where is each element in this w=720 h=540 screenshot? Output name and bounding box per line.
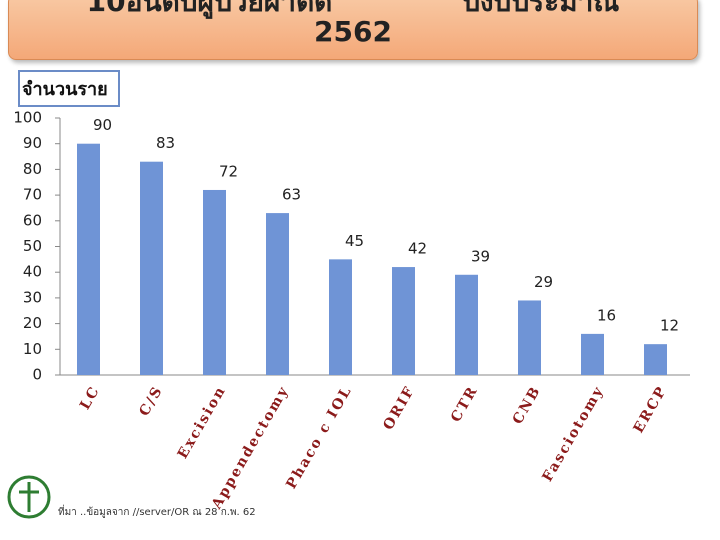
y-tick-label: 100 xyxy=(13,109,42,127)
x-tick-label: C/S xyxy=(136,383,166,419)
bar xyxy=(77,143,100,375)
data-label: 29 xyxy=(534,273,553,291)
y-tick-label: 30 xyxy=(23,288,42,306)
data-label: 63 xyxy=(282,186,301,204)
bar xyxy=(329,259,352,375)
x-tick-label: Fasciotomy xyxy=(540,383,608,485)
bar xyxy=(140,161,163,375)
logo-mark xyxy=(19,482,39,512)
x-tick-label: ERCP xyxy=(631,383,671,436)
bar xyxy=(581,333,604,375)
data-label: 39 xyxy=(471,247,490,265)
x-tick-label: Excision xyxy=(175,383,230,462)
chart-subtitle: 2562 xyxy=(314,15,392,48)
x-tick-label: ORIF xyxy=(380,383,418,433)
y-tick-label: 60 xyxy=(23,211,42,229)
y-tick-label: 40 xyxy=(23,263,42,281)
bar xyxy=(644,344,667,375)
y-tick-label: 0 xyxy=(32,366,42,384)
chart-title: 10อันดับผู้ป่วยผ่าตัด ปีงบประมาณ xyxy=(86,0,620,18)
y-tick-label: 10 xyxy=(23,340,42,358)
x-tick-label: CNB xyxy=(510,383,545,427)
y-tick-label: 20 xyxy=(23,314,42,332)
y-tick-label: 70 xyxy=(23,186,42,204)
data-label: 12 xyxy=(660,317,679,335)
bar xyxy=(455,274,478,375)
data-label: 83 xyxy=(156,134,175,152)
x-tick-label: Phaco c IOL xyxy=(283,383,355,492)
x-tick-label: LC xyxy=(77,383,103,413)
x-tick-label: CTR xyxy=(448,383,481,425)
data-label: 16 xyxy=(597,306,616,324)
data-label: 90 xyxy=(93,116,112,134)
source-note: ที่มา ..ข้อมูลจาก //server/OR ณ 28 ก.พ. … xyxy=(58,507,256,518)
bar xyxy=(518,300,541,375)
data-label: 45 xyxy=(345,232,364,250)
data-label: 72 xyxy=(219,162,238,180)
bar xyxy=(266,213,289,375)
bar xyxy=(203,189,226,375)
bar xyxy=(392,267,415,375)
y-axis-label: จำนวนราย xyxy=(18,70,120,107)
y-tick-label: 50 xyxy=(23,237,42,255)
y-tick-label: 80 xyxy=(23,160,42,178)
data-label: 42 xyxy=(408,240,427,258)
title-box: 10อันดับผู้ป่วยผ่าตัด ปีงบประมาณ 2562 xyxy=(8,0,698,60)
y-tick-label: 90 xyxy=(23,134,42,152)
